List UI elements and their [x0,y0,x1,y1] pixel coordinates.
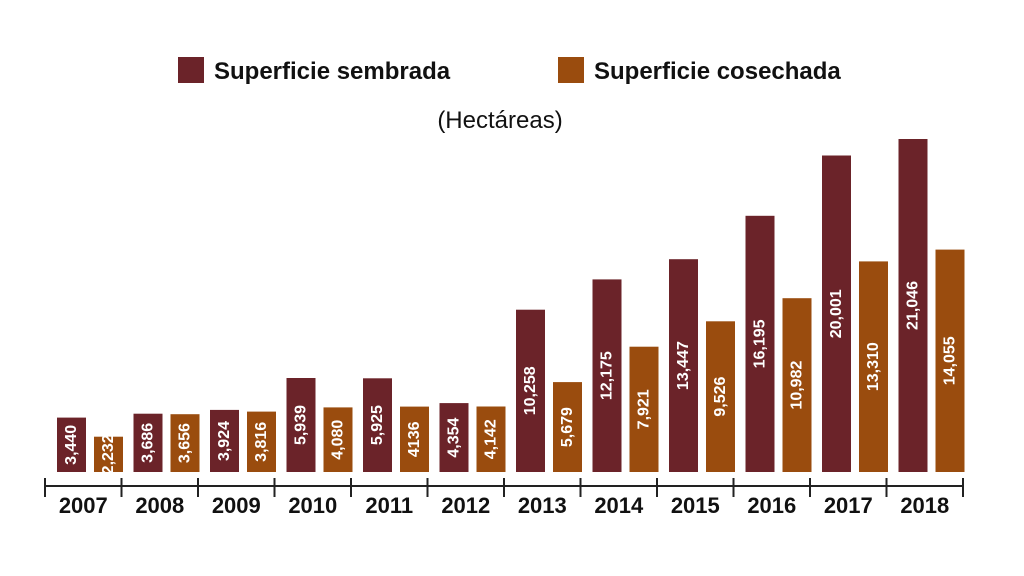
bar-label-sembrada-2008: 3,686 [140,423,157,463]
legend-swatch-cosechada [558,57,584,83]
x-tick-label-2017: 2017 [824,493,873,518]
bar-label-cosechada-2017: 13,310 [865,342,882,391]
bar-label-cosechada-2007: 2,232 [100,434,117,474]
bar-cosechada-2007 [94,436,123,472]
bar-label-cosechada-2008: 3,656 [177,423,194,463]
bar-label-sembrada-2013: 10,258 [522,366,539,415]
bar-label-sembrada-2011: 5,925 [369,405,386,445]
bar-sembrada-2014 [592,279,622,472]
bar-cosechada-2009 [247,411,276,472]
bar-cosechada-2018 [935,249,965,472]
bar-cosechada-2011 [400,406,429,472]
bar-cosechada-2014 [629,346,659,472]
bar-label-cosechada-2013: 5,679 [559,407,576,447]
bar-label-sembrada-2016: 16,195 [752,319,769,368]
bar-sembrada-2015 [669,259,698,472]
bar-label-cosechada-2012: 4,142 [483,419,500,459]
bar-sembrada-2013 [516,309,545,472]
legend: Superficie sembrada Superficie cosechada [178,57,841,85]
bar-sembrada-2007 [57,417,86,472]
bar-label-sembrada-2010: 5,939 [293,405,310,445]
bar-label-sembrada-2015: 13,447 [675,341,692,390]
bar-sembrada-2011 [363,378,392,472]
x-tick-label-2016: 2016 [747,493,796,518]
x-tick-label-2018: 2018 [900,493,949,518]
unit-label: (Hectáreas) [437,107,562,134]
x-tick-label-2008: 2008 [135,493,184,518]
bar-cosechada-2015 [706,321,735,472]
bar-label-sembrada-2017: 20,001 [828,289,845,338]
bar-sembrada-2017 [822,155,851,472]
x-tick-label-2013: 2013 [518,493,567,518]
bars-group: 3,440 2,232 3,686 3,656 3,924 3,816 5,939 4,080… [57,139,965,474]
x-tick-label-2012: 2012 [441,493,490,518]
bar-label-sembrada-2007: 3,440 [63,425,80,465]
x-tick-label-2010: 2010 [288,493,337,518]
bar-label-cosechada-2016: 10,982 [789,361,806,410]
bar-label-cosechada-2011: 4136 [406,421,423,457]
bar-sembrada-2010 [286,378,316,472]
bar-label-sembrada-2018: 21,046 [905,281,922,330]
bar-sembrada-2012 [439,403,469,472]
legend-swatch-sembrada [178,57,204,83]
x-tick-label-2007: 2007 [59,493,108,518]
bar-cosechada-2012 [476,406,506,472]
bar-cosechada-2010 [323,407,353,472]
bar-label-sembrada-2009: 3,924 [216,421,233,461]
bar-sembrada-2016 [745,215,775,473]
x-axis: 2007 2008 2009 2010 2011 2012 2013 2014 2015 2016… [44,478,964,518]
bar-label-cosechada-2009: 3,816 [253,422,270,462]
x-tick-label-2014: 2014 [594,493,644,518]
bar-label-cosechada-2010: 4,080 [330,420,347,460]
bar-cosechada-2013 [553,382,582,472]
x-tick-label-2009: 2009 [212,493,261,518]
bar-label-sembrada-2012: 4,354 [446,417,463,457]
bar-label-cosechada-2014: 7,921 [636,389,653,429]
bar-label-cosechada-2015: 9,526 [712,376,729,416]
bar-sembrada-2018 [898,139,928,472]
bar-sembrada-2008 [133,413,163,472]
legend-label-cosechada: Superficie cosechada [594,58,841,85]
bar-label-sembrada-2014: 12,175 [599,351,616,400]
bar-label-cosechada-2018: 14,055 [942,336,959,385]
bar-cosechada-2017 [859,261,888,472]
legend-label-sembrada: Superficie sembrada [214,58,451,85]
bar-cosechada-2016 [782,298,812,472]
x-tick-label-2015: 2015 [671,493,720,518]
x-tick-label-2011: 2011 [365,493,413,518]
bar-sembrada-2009 [210,409,239,472]
bar-cosechada-2008 [170,414,200,472]
